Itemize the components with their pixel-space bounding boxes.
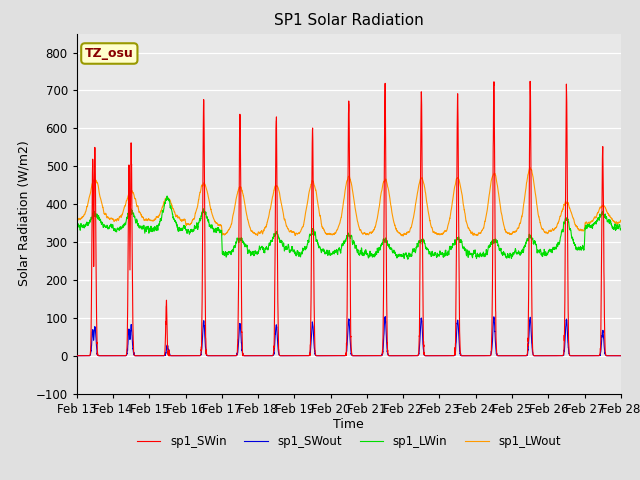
sp1_LWin bbox=[171, 218, 179, 224]
sp1_SWout bbox=[73, 353, 81, 359]
sp1_SWout bbox=[381, 314, 389, 320]
sp1_SWout bbox=[617, 353, 625, 359]
sp1_LWout bbox=[616, 218, 624, 224]
sp1_LWin bbox=[617, 226, 625, 232]
sp1_SWin bbox=[502, 353, 509, 359]
sp1_LWout bbox=[171, 209, 179, 215]
sp1_SWin bbox=[617, 353, 625, 359]
sp1_SWin bbox=[440, 353, 448, 359]
sp1_SWout bbox=[441, 353, 449, 359]
sp1_LWout bbox=[399, 233, 407, 239]
sp1_LWout bbox=[502, 228, 509, 234]
Line: sp1_SWin: sp1_SWin bbox=[77, 81, 621, 356]
X-axis label: Time: Time bbox=[333, 419, 364, 432]
Line: sp1_LWout: sp1_LWout bbox=[77, 168, 621, 236]
sp1_SWin bbox=[616, 353, 624, 359]
sp1_SWin bbox=[171, 353, 179, 359]
sp1_LWout bbox=[328, 232, 336, 238]
sp1_SWin bbox=[328, 353, 336, 359]
sp1_LWout bbox=[617, 217, 625, 223]
sp1_LWin bbox=[163, 193, 171, 199]
sp1_LWout bbox=[441, 228, 449, 234]
Text: TZ_osu: TZ_osu bbox=[85, 47, 134, 60]
sp1_LWin bbox=[471, 250, 479, 255]
sp1_LWin bbox=[616, 227, 624, 233]
Legend: sp1_SWin, sp1_SWout, sp1_LWin, sp1_LWout: sp1_SWin, sp1_SWout, sp1_LWin, sp1_LWout bbox=[132, 430, 566, 453]
Y-axis label: Solar Radiation (W/m2): Solar Radiation (W/m2) bbox=[17, 141, 30, 287]
sp1_LWin bbox=[329, 251, 337, 256]
sp1_SWout bbox=[616, 353, 624, 359]
sp1_LWin bbox=[441, 251, 449, 256]
Line: sp1_SWout: sp1_SWout bbox=[77, 317, 621, 356]
sp1_SWout bbox=[328, 353, 336, 359]
sp1_LWin bbox=[502, 254, 509, 260]
sp1_SWout bbox=[502, 353, 509, 359]
sp1_LWout bbox=[73, 217, 81, 223]
Title: SP1 Solar Radiation: SP1 Solar Radiation bbox=[274, 13, 424, 28]
sp1_SWout bbox=[471, 353, 479, 359]
sp1_LWout bbox=[526, 165, 534, 170]
sp1_LWin bbox=[73, 221, 81, 227]
sp1_LWin bbox=[404, 256, 412, 262]
sp1_SWin bbox=[73, 353, 81, 359]
sp1_LWout bbox=[471, 231, 479, 237]
Line: sp1_LWin: sp1_LWin bbox=[77, 196, 621, 259]
sp1_SWin bbox=[471, 353, 479, 359]
sp1_SWout bbox=[171, 353, 179, 359]
sp1_SWin bbox=[526, 78, 534, 84]
